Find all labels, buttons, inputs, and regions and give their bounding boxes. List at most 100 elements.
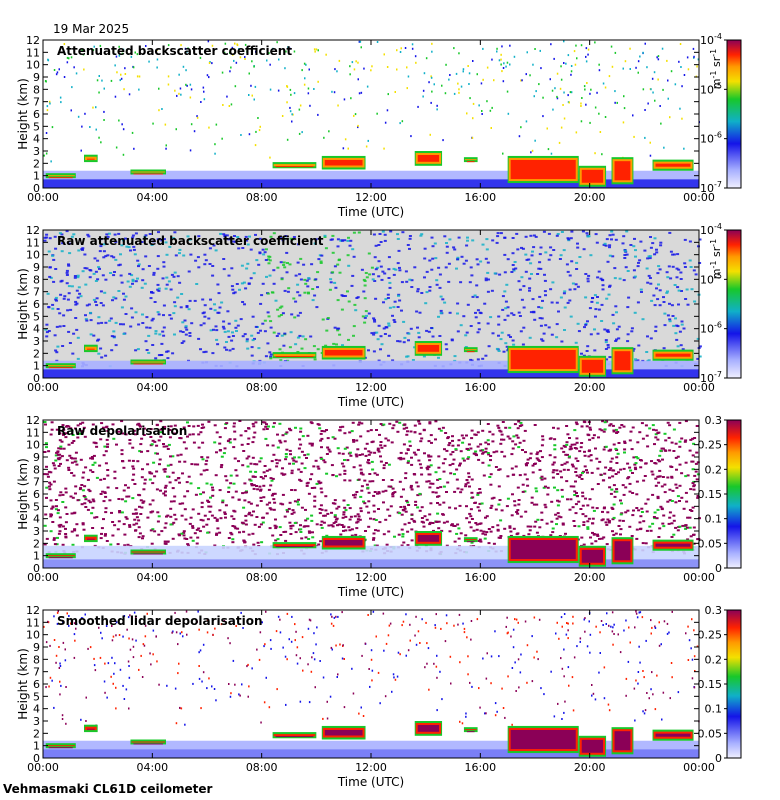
speckle [223,330,227,333]
speckle [404,47,407,49]
speckle [653,304,657,307]
speckle [489,507,493,509]
speckle [91,463,95,466]
speckle [444,432,448,434]
speckle [201,423,204,426]
speckle [307,492,311,495]
speckle [458,462,462,465]
speckle [648,697,650,700]
speckle [589,121,591,124]
speckle [636,359,640,362]
speckle [372,532,376,535]
speckle [633,687,636,690]
speckle [525,258,529,261]
speckle [584,296,588,299]
speckle [117,498,121,500]
speckle [690,460,694,463]
x-tick-label: 12:00 [355,191,387,204]
speckle [358,421,362,424]
speckle [121,52,124,55]
speckle [523,473,527,476]
speckle [421,618,423,621]
speckle [332,624,335,627]
speckle [602,479,606,482]
speckle [215,329,219,332]
speckle [145,349,149,351]
speckle [623,254,627,256]
speckle [558,141,561,144]
speckle [178,437,182,439]
speckle [212,244,216,247]
speckle [269,326,273,329]
speckle [320,437,324,440]
speckle [336,327,340,330]
speckle [313,505,317,508]
speckle [301,131,303,134]
speckle [428,459,432,462]
speckle [540,456,544,459]
speckle [623,250,627,253]
speckle [585,60,588,63]
speckle [162,304,166,307]
speckle [615,456,619,459]
speckle [125,517,129,520]
speckle [227,537,231,539]
speckle [539,246,543,249]
speckle [460,255,464,258]
speckle [623,442,627,444]
speckle [351,667,353,670]
speckle [550,43,552,46]
speckle [361,654,363,657]
speckle [314,238,318,241]
speckle [184,325,188,328]
speckle [474,316,478,319]
speckle [278,422,282,425]
speckle [313,658,316,661]
speckle [594,106,597,109]
speckle [181,331,185,333]
speckle [530,151,532,154]
speckle [466,239,469,242]
speckle [351,421,355,424]
speckle [611,313,615,316]
speckle [59,665,62,667]
speckle [346,459,350,462]
speckle [528,277,532,280]
speckle [122,292,125,295]
cloud-core [417,345,440,352]
panel-3: Raw depolarisation0123456789101112Height… [16,414,742,599]
speckle [115,487,119,490]
speckle [141,268,145,271]
cloud-core [655,163,691,167]
speckle [431,245,435,248]
speckle [424,666,426,669]
speckle [589,633,592,636]
speckle [58,432,62,435]
speckle [513,504,517,507]
speckle [353,496,357,499]
speckle [53,615,55,618]
speckle [290,640,293,643]
speckle [155,424,159,427]
speckle [275,335,279,337]
speckle [487,464,491,467]
speckle [629,430,633,433]
speckle [281,434,285,437]
speckle [56,536,59,539]
speckle [112,256,116,259]
speckle [115,146,118,149]
speckle [251,532,255,535]
speckle [416,290,420,293]
speckle [576,285,580,288]
speckle [457,82,459,85]
speckle [562,292,566,295]
speckle [268,259,272,262]
speckle [555,336,559,339]
speckle [140,450,143,453]
speckle [351,248,355,251]
plot-area [43,40,699,188]
speckle [596,483,600,485]
speckle [151,510,155,513]
speckle [513,500,517,503]
speckle [263,645,265,648]
